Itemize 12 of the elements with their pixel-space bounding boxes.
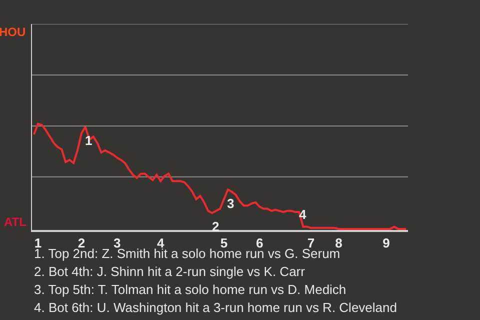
text: 2. Bot 4th: J. Shinn hit a 2-run single vs K. Carr [34, 264, 306, 279]
x-tick-label: 6 [256, 236, 264, 251]
x-tick-label: 9 [382, 236, 390, 251]
text: ATL [4, 215, 26, 229]
text: HOU [0, 25, 26, 39]
x-tick-label: 5 [220, 236, 228, 251]
x-tick-label: 8 [335, 236, 342, 251]
text: 3. Top 5th: T. Tolman hit a solo home run vs D. Medich [34, 282, 346, 297]
annotation: 3 [227, 196, 234, 211]
x-tick-label: 4 [157, 236, 166, 251]
x-tick-label: 2 [78, 236, 86, 251]
text: 4. Bot 6th: U. Washington hit a 3-run home run vs R. Cleveland [34, 300, 397, 315]
